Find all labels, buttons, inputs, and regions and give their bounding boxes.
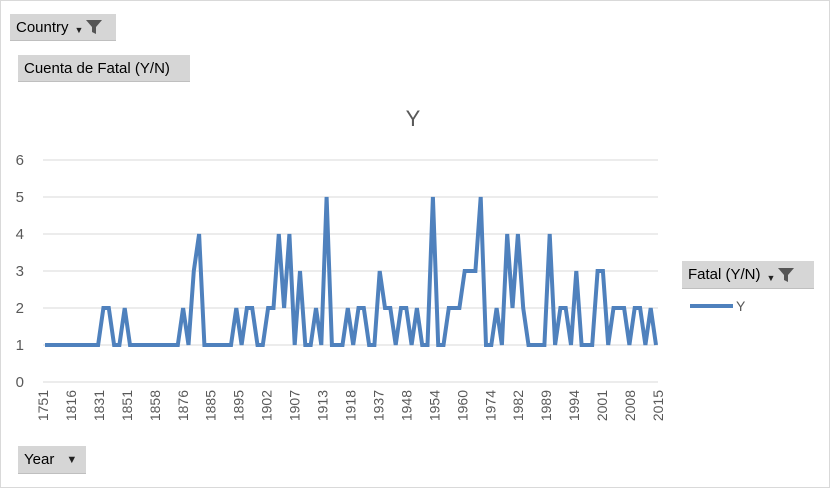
x-tick-label: 1937 bbox=[370, 390, 386, 421]
x-tick-label: 1948 bbox=[398, 390, 414, 421]
y-tick-label: 5 bbox=[16, 189, 24, 206]
chevron-down-icon: ▼ bbox=[74, 25, 84, 35]
legend-field-label: Fatal (Y/N) bbox=[688, 266, 761, 283]
x-tick-label: 1907 bbox=[287, 390, 303, 421]
legend-field-button[interactable]: Fatal (Y/N) ▼ bbox=[682, 261, 814, 289]
x-tick-label: 1994 bbox=[566, 390, 582, 421]
measure-field-label: Cuenta de Fatal (Y/N) bbox=[24, 59, 170, 77]
y-tick-label: 0 bbox=[16, 374, 24, 391]
funnel-icon bbox=[778, 267, 795, 282]
x-tick-label: 2008 bbox=[622, 390, 638, 421]
x-tick-label: 1751 bbox=[35, 390, 51, 421]
funnel-icon bbox=[86, 20, 103, 34]
x-tick-label: 1989 bbox=[538, 390, 554, 421]
chevron-down-icon: ▼ bbox=[766, 272, 776, 283]
x-tick-label: 1960 bbox=[454, 390, 470, 421]
y-tick-label: 3 bbox=[16, 263, 24, 280]
y-tick-label: 2 bbox=[16, 300, 24, 317]
x-tick-label: 1913 bbox=[315, 390, 331, 421]
year-axis-field-label: Year bbox=[24, 451, 55, 468]
x-tick-label: 1831 bbox=[91, 390, 107, 421]
measure-field-button[interactable]: Cuenta de Fatal (Y/N) bbox=[18, 55, 190, 82]
x-tick-label: 1918 bbox=[343, 390, 359, 421]
series-line-y bbox=[45, 196, 658, 347]
y-tick-label: 6 bbox=[16, 152, 24, 169]
chart-title: Y bbox=[406, 106, 421, 131]
x-tick-label: 2001 bbox=[594, 390, 610, 421]
x-tick-label: 1902 bbox=[259, 390, 275, 421]
x-tick-label: 1974 bbox=[482, 390, 498, 421]
x-tick-label: 1816 bbox=[63, 390, 79, 421]
x-tick-label: 1851 bbox=[119, 390, 135, 421]
country-filter-label: Country bbox=[16, 18, 69, 36]
year-axis-field-button[interactable]: Year ▼ bbox=[18, 446, 86, 474]
chevron-down-icon: ▼ bbox=[66, 453, 78, 466]
y-tick-label: 1 bbox=[16, 337, 24, 354]
x-tick-label: 1954 bbox=[426, 390, 442, 421]
x-tick-label: 1895 bbox=[231, 390, 247, 421]
x-tick-label: 1876 bbox=[175, 390, 191, 421]
x-tick-label: 1858 bbox=[147, 390, 163, 421]
country-filter-button[interactable]: Country ▼ bbox=[10, 14, 116, 41]
x-tick-label: 1982 bbox=[510, 390, 526, 421]
x-tick-label: 2015 bbox=[650, 390, 666, 421]
legend-entry-label: Y bbox=[736, 298, 746, 314]
y-tick-label: 4 bbox=[16, 226, 24, 243]
x-tick-label: 1885 bbox=[203, 390, 219, 421]
